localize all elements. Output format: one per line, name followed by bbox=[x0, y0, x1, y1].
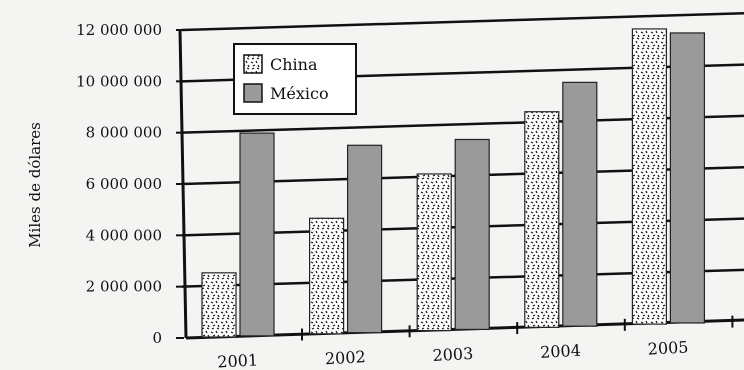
bar-mxico-2003 bbox=[454, 138, 490, 331]
bar-mxico-2002 bbox=[347, 144, 383, 334]
bar-china-2004 bbox=[524, 111, 560, 328]
bar-mxico-2001 bbox=[239, 132, 275, 337]
y-ticks: 0 2 000 000 4 000 000 6 000 000 8 000 000 10 … bbox=[76, 21, 184, 347]
y-axis-label: Miles de dólares bbox=[26, 122, 44, 248]
legend-swatch-china bbox=[243, 54, 263, 74]
y-tick-label: 6 000 000 bbox=[86, 175, 162, 193]
x-tick-label: 2003 bbox=[432, 344, 474, 365]
bar-china-2005 bbox=[631, 28, 668, 325]
bar-china-2001 bbox=[201, 272, 237, 338]
y-tick-label: 10 000 000 bbox=[76, 72, 162, 90]
x-tick-label: 2005 bbox=[647, 337, 689, 358]
legend-label-mexico: México bbox=[270, 84, 329, 103]
y-tick-label: 4 000 000 bbox=[86, 226, 162, 244]
x-ticks: 2001 2002 2003 2004 2005 bbox=[217, 315, 734, 370]
y-tick-label: 0 bbox=[152, 329, 162, 347]
bar-mxico-2004 bbox=[562, 81, 598, 327]
legend-swatch-mexico bbox=[243, 83, 263, 103]
gridline bbox=[181, 12, 744, 32]
bar-china-2003 bbox=[416, 173, 452, 332]
legend: China México bbox=[233, 43, 357, 115]
x-tick-label: 2004 bbox=[540, 341, 582, 362]
y-tick-label: 12 000 000 bbox=[76, 21, 162, 39]
bar-mxico-2005 bbox=[669, 32, 706, 324]
bar-china-2002 bbox=[309, 217, 345, 335]
y-tick-label: 8 000 000 bbox=[86, 124, 162, 142]
x-tick-label: 2002 bbox=[324, 347, 366, 368]
bars bbox=[201, 28, 706, 338]
y-tick-label: 2 000 000 bbox=[86, 278, 162, 296]
x-tick-label: 2001 bbox=[217, 350, 259, 370]
legend-label-china: China bbox=[270, 55, 318, 74]
